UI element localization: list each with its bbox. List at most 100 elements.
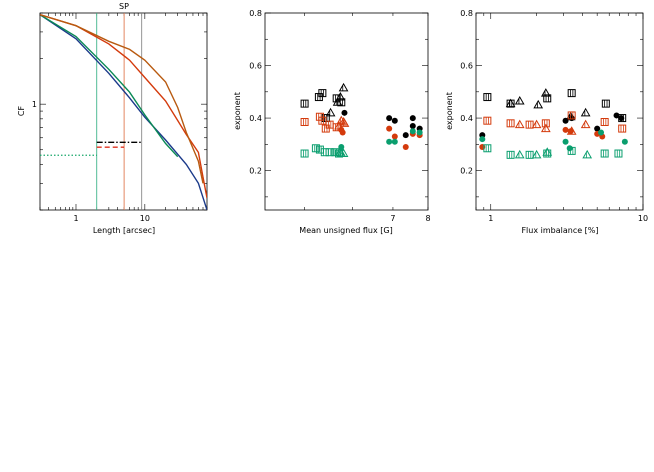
x-tick-label: 7 bbox=[390, 214, 395, 223]
data-point-square bbox=[318, 89, 327, 98]
data-point-triangle bbox=[580, 119, 591, 129]
data-point-circle bbox=[562, 117, 569, 124]
data-point-square bbox=[600, 149, 609, 158]
data-point-triangle bbox=[540, 123, 551, 133]
series-line-3 bbox=[40, 14, 207, 199]
series-line-1 bbox=[40, 14, 207, 210]
panel3-plot-area bbox=[479, 88, 628, 159]
data-point-square bbox=[600, 118, 609, 127]
data-point-circle bbox=[402, 143, 409, 150]
data-point-circle bbox=[386, 138, 393, 145]
panel-exponent-vs-imbalance: 1 10 0.2 0.4 0.6 0.8 Flux imbalance [%] expon… bbox=[445, 9, 648, 235]
data-point-square bbox=[541, 119, 550, 128]
data-point-triangle bbox=[514, 95, 525, 105]
x-tick-label: 1 bbox=[73, 214, 78, 223]
x-tick-label: 10 bbox=[140, 214, 150, 223]
data-point-square bbox=[601, 99, 610, 108]
data-point-square bbox=[483, 144, 492, 153]
data-point-circle bbox=[621, 138, 628, 145]
data-point-triangle bbox=[531, 119, 542, 129]
data-point-square bbox=[525, 150, 534, 159]
series-line-2 bbox=[40, 14, 179, 158]
panel2-plot-area bbox=[300, 82, 423, 158]
data-point-circle bbox=[568, 115, 575, 122]
y-tick-label: 0.6 bbox=[460, 62, 473, 71]
data-point-triangle bbox=[338, 82, 349, 92]
data-point-square bbox=[300, 99, 309, 108]
data-point-circle bbox=[409, 115, 416, 122]
data-point-circle bbox=[566, 145, 573, 152]
data-point-square bbox=[614, 149, 623, 158]
data-point-square bbox=[483, 116, 492, 125]
data-point-square bbox=[525, 120, 534, 129]
y-tick-label: 0.4 bbox=[249, 114, 262, 123]
panel3-frame bbox=[475, 12, 644, 211]
data-point-triangle bbox=[339, 118, 350, 127]
data-point-circle bbox=[341, 109, 348, 116]
panel2-frame bbox=[264, 12, 429, 211]
x-tick-label: 1 bbox=[488, 214, 493, 223]
data-point-square bbox=[483, 93, 492, 102]
data-point-circle bbox=[391, 133, 398, 140]
data-point-triangle bbox=[338, 148, 349, 158]
data-point-circle bbox=[598, 129, 605, 136]
data-point-circle bbox=[409, 122, 416, 129]
data-point-triangle bbox=[531, 149, 542, 159]
panel2-x-axis-label: Mean unsigned flux [G] bbox=[299, 226, 392, 235]
data-point-square bbox=[300, 118, 309, 127]
y-tick-label: 0.6 bbox=[249, 62, 262, 71]
y-tick-label: 0.4 bbox=[460, 114, 473, 123]
data-point-circle bbox=[338, 143, 345, 150]
data-point-circle bbox=[339, 129, 346, 136]
data-point-triangle bbox=[325, 107, 336, 117]
panel1-x-axis-label: Length [arcsec] bbox=[93, 226, 155, 235]
y-tick-label: 0.8 bbox=[460, 9, 473, 18]
data-point-circle bbox=[613, 112, 620, 119]
panel-correlation-function: SP 1 10 1 Length [arcsec] CF bbox=[17, 2, 208, 235]
data-point-circle bbox=[567, 128, 574, 135]
data-point-triangle bbox=[332, 97, 343, 106]
data-point-circle bbox=[594, 125, 601, 132]
data-point-circle bbox=[386, 115, 393, 122]
panel1-title: SP bbox=[119, 2, 129, 11]
y-tick-label: 0.8 bbox=[249, 9, 262, 18]
series-line-4 bbox=[40, 14, 204, 184]
panel3-y-axis-label: exponent bbox=[445, 92, 454, 130]
panel2-ticks: 7 8 0.2 0.4 0.6 0.8 bbox=[249, 9, 430, 223]
data-point-triangle bbox=[542, 147, 553, 156]
plot-marks bbox=[40, 13, 207, 210]
panel1-frame bbox=[39, 12, 208, 211]
data-point-circle bbox=[391, 138, 398, 145]
x-tick-label: 10 bbox=[638, 214, 648, 223]
data-point-square bbox=[543, 149, 552, 158]
data-point-square bbox=[543, 94, 552, 103]
panel3-x-axis-label: Flux imbalance [%] bbox=[521, 226, 598, 235]
data-point-triangle bbox=[514, 149, 525, 159]
data-point-square bbox=[506, 150, 515, 159]
data-point-square bbox=[325, 148, 334, 157]
data-point-triangle bbox=[335, 92, 346, 101]
data-point-circle bbox=[409, 128, 416, 135]
data-point-triangle bbox=[505, 98, 516, 108]
y-tick-label: 0.2 bbox=[460, 167, 473, 176]
panel1-y-axis-label: CF bbox=[17, 106, 26, 117]
data-point-circle bbox=[562, 126, 569, 133]
data-point-square bbox=[320, 148, 329, 157]
panel2-y-axis-label: exponent bbox=[233, 92, 242, 130]
data-point-triangle bbox=[336, 115, 347, 125]
data-point-triangle bbox=[580, 107, 591, 117]
data-point-circle bbox=[479, 136, 486, 143]
data-point-square bbox=[618, 124, 627, 133]
data-point-circle bbox=[391, 117, 398, 124]
x-tick-label: 8 bbox=[425, 214, 430, 223]
data-point-square bbox=[300, 149, 309, 158]
data-point-triangle bbox=[540, 88, 551, 97]
data-point-circle bbox=[386, 125, 393, 132]
panel3-ticks: 1 10 0.2 0.4 0.6 0.8 bbox=[460, 9, 648, 223]
y-tick-label: 0.2 bbox=[249, 167, 262, 176]
data-point-circle bbox=[562, 138, 569, 145]
plot-marks bbox=[479, 88, 628, 159]
data-point-square bbox=[506, 119, 515, 128]
data-point-circle bbox=[618, 115, 625, 122]
